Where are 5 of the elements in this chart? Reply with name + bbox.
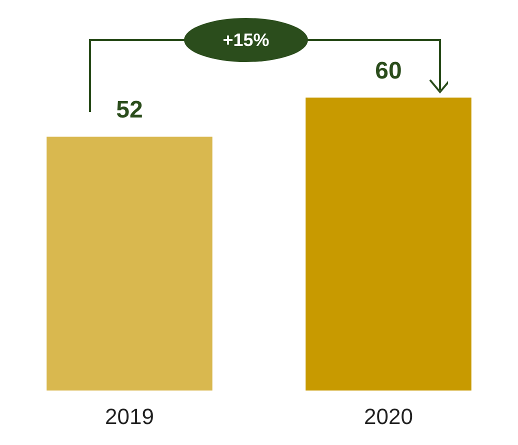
x-tick-label: 2020 <box>364 404 413 429</box>
text: +15% <box>184 18 308 62</box>
x-tick-label: 2019 <box>105 404 154 429</box>
data-label: 52 <box>116 96 143 124</box>
data-label: 60 <box>375 57 402 84</box>
